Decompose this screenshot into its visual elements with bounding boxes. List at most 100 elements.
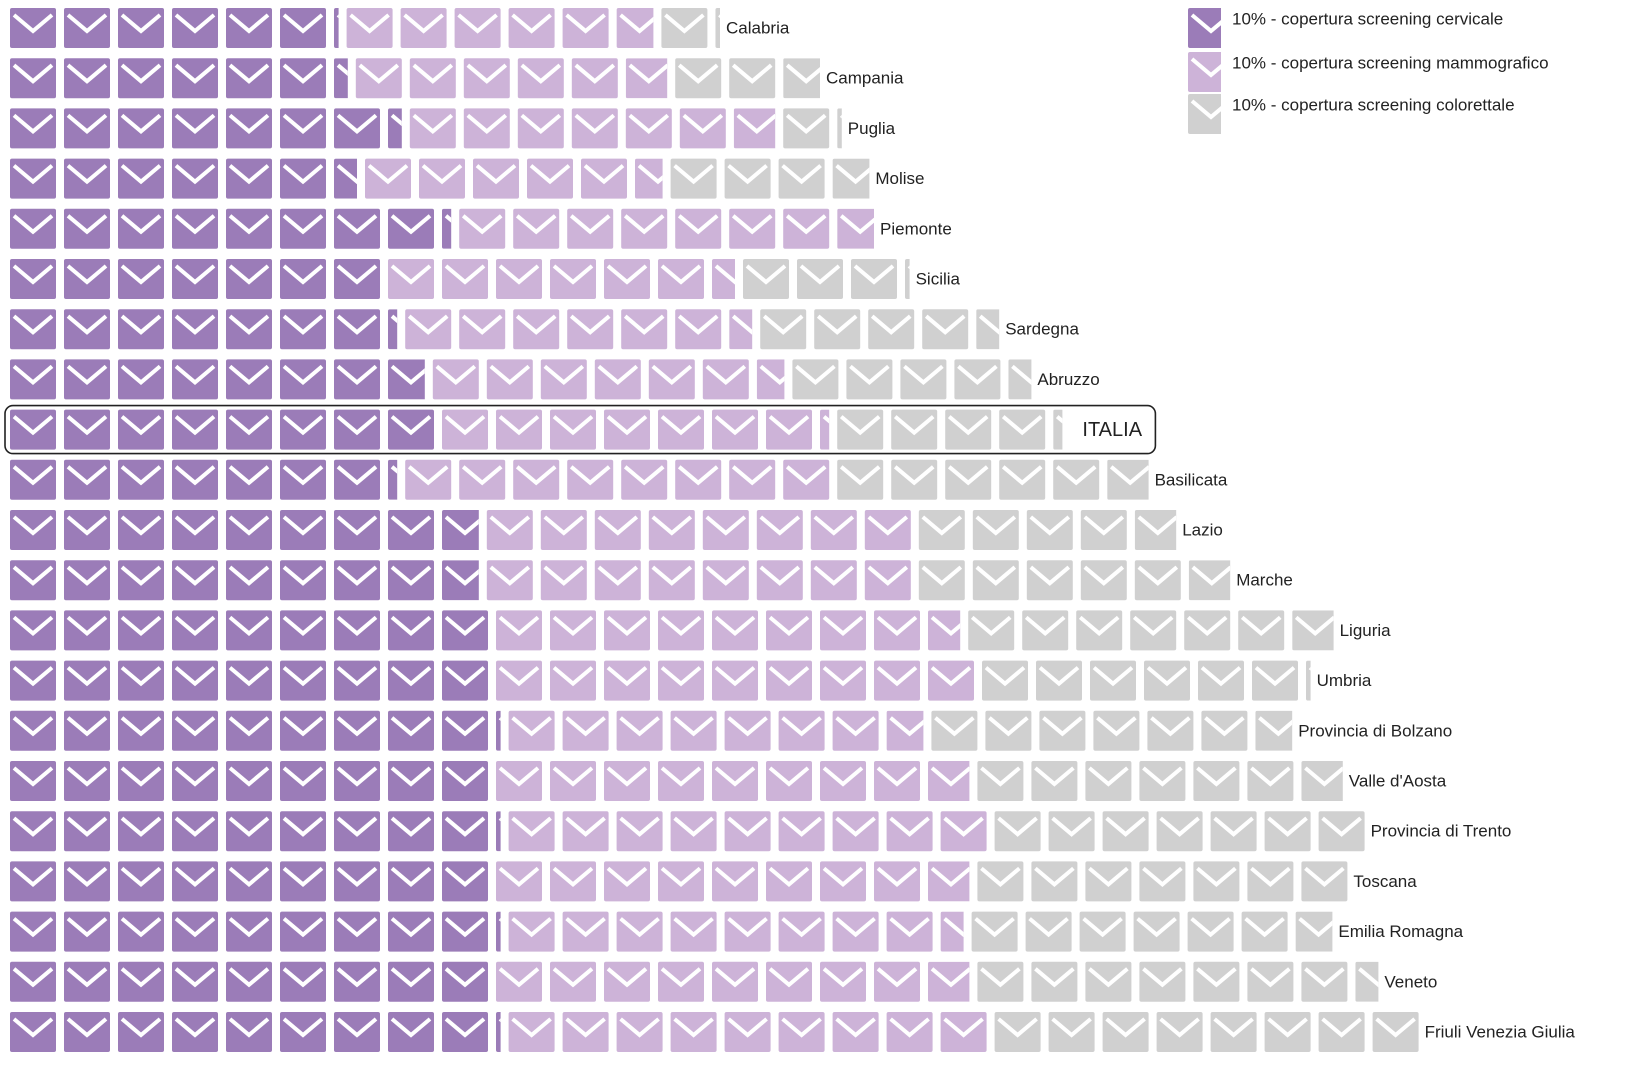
envelope-body: [226, 761, 272, 801]
envelope-icon: [1292, 610, 1334, 651]
envelope-body: [1210, 1012, 1257, 1052]
envelope-body: [604, 610, 650, 651]
envelope-icon: [616, 811, 663, 852]
envelope-icon: [513, 309, 560, 350]
envelope-body: [442, 560, 479, 601]
envelope-body: [766, 610, 812, 651]
envelope-icon: [976, 309, 1000, 350]
envelope-flap: [1294, 615, 1334, 637]
envelope-icon: [1210, 811, 1257, 852]
envelope-body: [1187, 911, 1234, 952]
envelope-body: [334, 811, 380, 852]
envelope-icon: [226, 811, 272, 852]
envelope-flap: [822, 766, 864, 787]
envelope-flap: [1358, 967, 1379, 988]
envelope-icon: [118, 359, 164, 400]
envelope-icon: [658, 660, 704, 701]
envelope-flap: [930, 666, 972, 687]
envelope-icon: [226, 158, 272, 199]
envelope-body: [783, 108, 830, 149]
envelope-flap: [1213, 816, 1254, 837]
envelope-flap: [282, 465, 324, 486]
envelope-icon: [810, 560, 857, 601]
envelope-flap: [66, 63, 108, 84]
icon-group: [10, 761, 488, 801]
envelope-body: [982, 660, 1028, 701]
envelope-icon: [702, 510, 749, 550]
envelope-body: [442, 510, 479, 550]
envelope-icon: [940, 1012, 987, 1052]
envelope-body: [616, 911, 663, 952]
icon-group: [486, 560, 911, 601]
envelope-body: [832, 1012, 879, 1052]
envelope-body: [832, 158, 870, 199]
envelope-icon: [508, 710, 555, 751]
envelope-icon: [334, 1012, 380, 1052]
envelope-icon: [64, 459, 110, 500]
envelope-icon: [64, 560, 110, 601]
envelope-flap: [1254, 666, 1296, 687]
envelope-flap: [597, 515, 639, 536]
envelope-flap: [498, 615, 540, 637]
envelope-body: [712, 409, 758, 450]
envelope-body: [604, 861, 650, 902]
envelope-icon: [905, 259, 910, 299]
envelope-icon: [473, 158, 519, 199]
envelope-body: [1031, 761, 1078, 801]
envelope-body: [550, 610, 596, 651]
envelope-flap: [66, 214, 108, 235]
envelope-icon: [1264, 1012, 1311, 1052]
envelope-body: [670, 710, 717, 751]
envelope-flap: [785, 214, 827, 235]
envelope-icon: [814, 309, 861, 350]
envelope-flap: [282, 666, 324, 687]
envelope-body: [226, 911, 272, 952]
envelope-flap: [1159, 1017, 1200, 1038]
envelope-icon: [388, 208, 434, 249]
envelope-icon: [837, 208, 875, 249]
envelope-flap: [705, 515, 747, 536]
envelope-flap: [1137, 565, 1179, 586]
envelope-flap: [1321, 816, 1362, 837]
envelope-flap: [66, 917, 108, 938]
envelope-flap: [282, 113, 324, 135]
envelope-icon: [64, 158, 110, 199]
envelope-flap: [1051, 1017, 1092, 1038]
envelope-icon: [1188, 52, 1221, 92]
envelope-flap: [466, 113, 508, 135]
envelope-flap: [1200, 666, 1242, 687]
envelope-icon: [1198, 660, 1244, 701]
envelope-flap: [444, 716, 486, 737]
envelope-body: [712, 660, 758, 701]
envelope-flap: [520, 113, 562, 135]
envelope-flap: [1258, 716, 1293, 737]
envelope-icon: [658, 409, 704, 450]
envelope-flap: [889, 1017, 930, 1038]
envelope-flap: [781, 816, 822, 837]
envelope-flap: [889, 917, 930, 938]
envelope-flap: [1146, 666, 1188, 687]
envelope-icon: [715, 8, 721, 48]
envelope-icon: [648, 560, 695, 601]
envelope-flap: [813, 515, 855, 536]
envelope-body: [778, 710, 825, 751]
envelope-flap: [336, 615, 378, 637]
envelope-icon: [1107, 459, 1149, 500]
envelope-icon: [463, 58, 510, 99]
envelope-icon: [918, 510, 965, 550]
envelope-body: [971, 911, 1018, 952]
envelope-flap: [731, 314, 753, 335]
envelope-flap: [228, 415, 270, 436]
icon-group: [837, 409, 1063, 450]
envelope-flap: [785, 113, 827, 135]
envelope-icon: [1048, 811, 1095, 852]
icon-group: [355, 58, 668, 99]
envelope-body: [562, 811, 609, 852]
envelope-icon: [550, 961, 596, 1002]
envelope-body: [820, 660, 866, 701]
envelope-body: [832, 710, 879, 751]
envelope-body: [280, 811, 326, 852]
envelope-flap: [174, 967, 216, 988]
envelope-icon: [226, 861, 272, 902]
envelope-body: [226, 510, 272, 550]
